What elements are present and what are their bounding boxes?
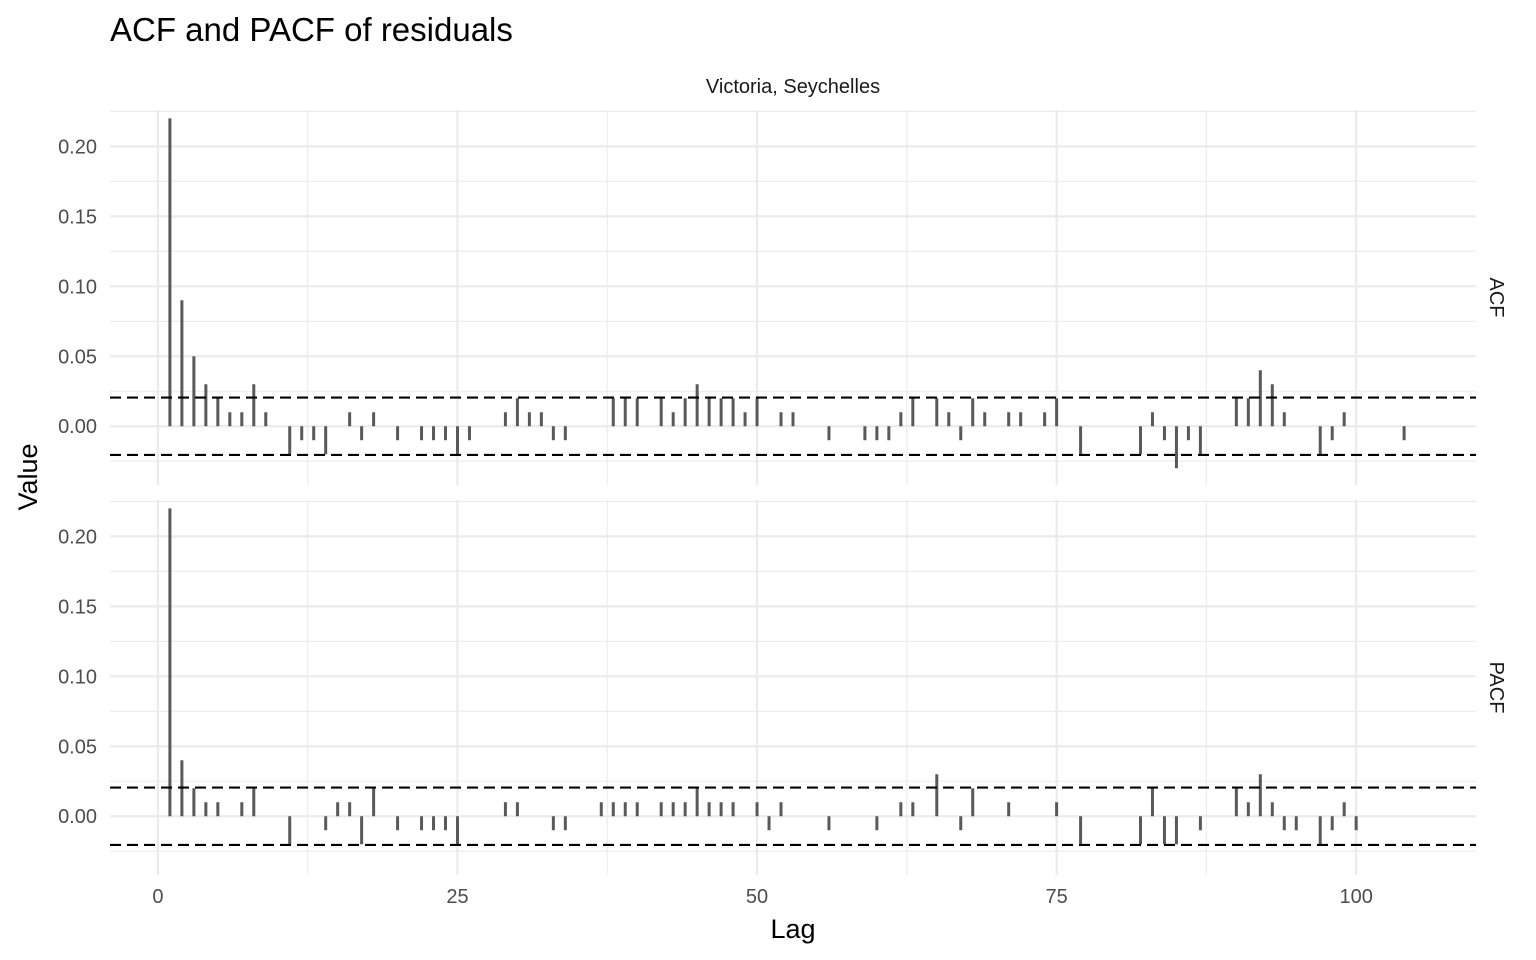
x-axis-ticks: 0 25 50 75 100 [152, 886, 1372, 908]
y-axis-title: Value [13, 443, 43, 510]
y-tick-label: 0.10 [58, 666, 97, 688]
x-axis-title: Lag [770, 914, 815, 944]
strip-label-pacf: PACF [1485, 662, 1507, 714]
x-tick-label: 25 [446, 886, 468, 908]
y-tick-label: 0.05 [58, 346, 97, 368]
panel-pacf: 0.00 0.05 0.10 0.15 0.20 PACF [58, 500, 1507, 875]
x-tick-label: 75 [1045, 886, 1067, 908]
x-tick-label: 0 [152, 886, 163, 908]
y-tick-label: 0.00 [58, 806, 97, 828]
y-tick-label: 0.05 [58, 736, 97, 758]
y-tick-label: 0.00 [58, 416, 97, 438]
strip-label-acf: ACF [1485, 278, 1507, 318]
y-tick-label: 0.20 [58, 136, 97, 158]
y-tick-label: 0.10 [58, 276, 97, 298]
chart-title: ACF and PACF of residuals [110, 11, 513, 48]
chart-subtitle: Victoria, Seychelles [706, 76, 880, 98]
y-tick-label: 0.15 [58, 596, 97, 618]
panel-acf: 0.00 0.05 0.10 0.15 0.20 ACF [58, 110, 1507, 485]
x-tick-label: 100 [1339, 886, 1372, 908]
y-tick-label: 0.15 [58, 206, 97, 228]
y-tick-label: 0.20 [58, 526, 97, 548]
x-tick-label: 50 [746, 886, 768, 908]
